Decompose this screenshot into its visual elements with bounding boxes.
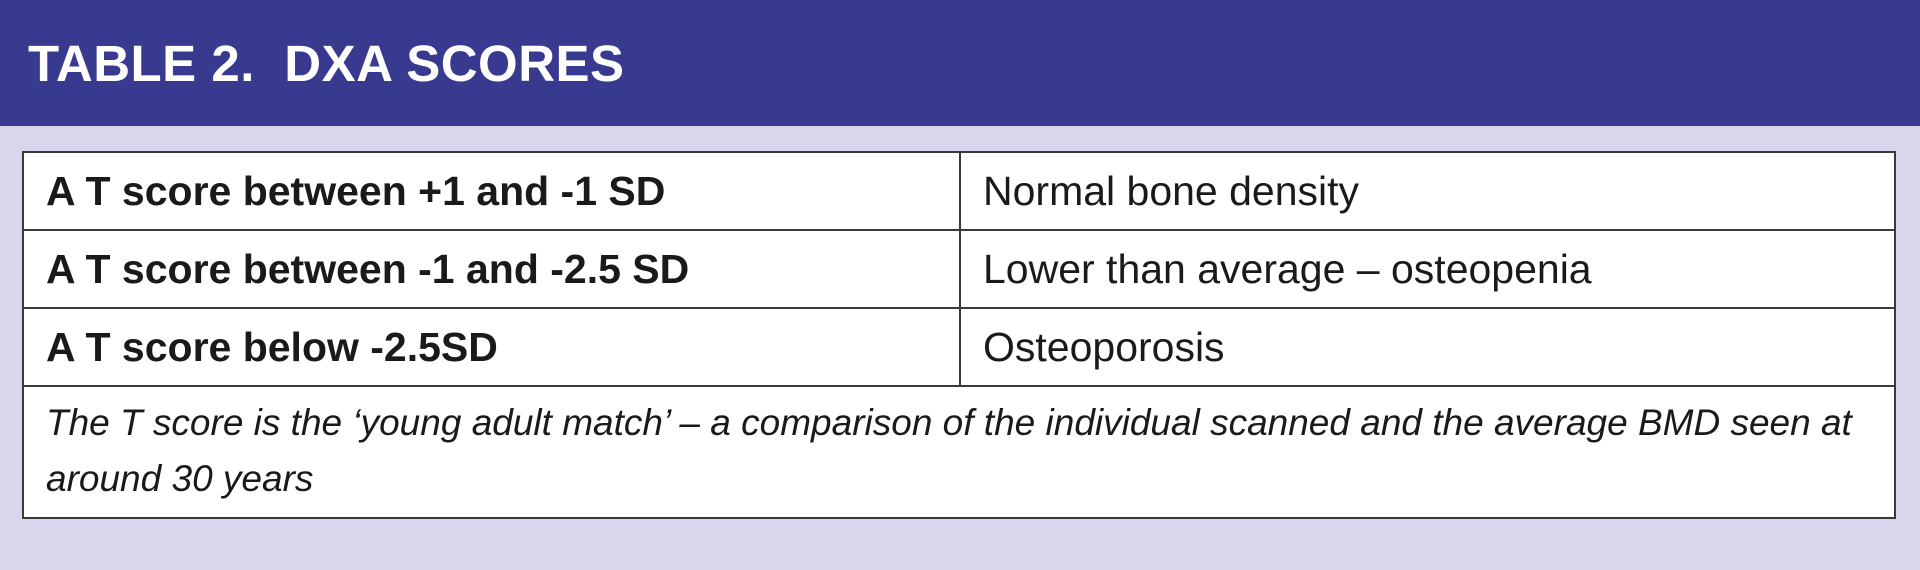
table-wrapper: A T score between +1 and -1 SD Normal bon… bbox=[22, 151, 1896, 519]
score-range: A T score between -1 and -2.5 SD bbox=[22, 229, 961, 309]
interpretation: Lower than average – osteopenia bbox=[959, 229, 1896, 309]
dxa-table: A T score between +1 and -1 SD Normal bon… bbox=[22, 151, 1896, 519]
score-range: A T score below -2.5SD bbox=[22, 307, 961, 387]
score-range: A T score between +1 and -1 SD bbox=[22, 151, 961, 231]
table-note: The T score is the ‘young adult match’ –… bbox=[22, 385, 1896, 519]
header-bar: TABLE 2. DXA SCORES bbox=[0, 0, 1920, 126]
table-row: A T score between +1 and -1 SD Normal bon… bbox=[22, 151, 1896, 231]
note-row: The T score is the ‘young adult match’ –… bbox=[22, 385, 1896, 519]
table-row: A T score below -2.5SD Osteoporosis bbox=[22, 307, 1896, 387]
interpretation: Osteoporosis bbox=[959, 307, 1896, 387]
table-body: A T score between +1 and -1 SD Normal bon… bbox=[22, 151, 1896, 519]
table-row: A T score between -1 and -2.5 SD Lower th… bbox=[22, 229, 1896, 309]
table-title: TABLE 2. DXA SCORES bbox=[28, 34, 625, 92]
interpretation: Normal bone density bbox=[959, 151, 1896, 231]
